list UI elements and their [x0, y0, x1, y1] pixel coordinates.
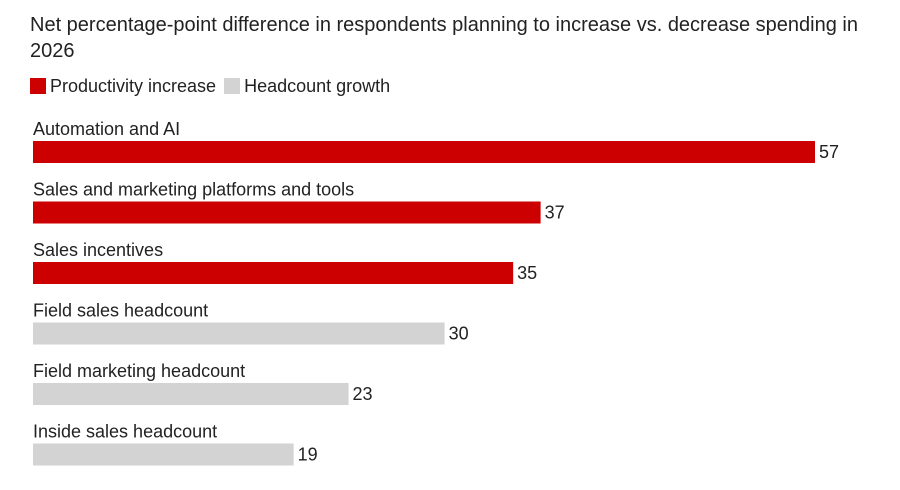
bar: [33, 322, 445, 345]
legend: Productivity increase Headcount growth: [30, 75, 398, 97]
category-label: Automation and AI: [33, 119, 180, 139]
bar: [33, 443, 294, 466]
legend-item-headcount: Headcount growth: [224, 75, 390, 97]
legend-item-productivity: Productivity increase: [30, 75, 216, 97]
category-label: Field sales headcount: [33, 301, 208, 321]
category-label: Sales and marketing platforms and tools: [33, 180, 354, 200]
category-label: Inside sales headcount: [33, 422, 217, 442]
value-label: 35: [517, 263, 537, 283]
legend-swatch-headcount: [224, 78, 241, 94]
value-label: 23: [353, 384, 373, 404]
value-label: 57: [819, 142, 839, 162]
category-label: Field marketing headcount: [33, 361, 245, 381]
bar: [33, 383, 349, 405]
legend-label-headcount: Headcount growth: [244, 76, 391, 96]
value-label: 37: [545, 203, 565, 223]
legend-label-productivity: Productivity increase: [50, 76, 217, 96]
bar: [33, 262, 514, 284]
legend-swatch-productivity: [30, 78, 46, 94]
category-label: Sales incentives: [33, 240, 163, 260]
chart-title: Net percentage-point difference in respo…: [30, 14, 858, 62]
bar: [33, 141, 815, 163]
value-label: 19: [298, 445, 318, 465]
value-label: 30: [449, 324, 469, 344]
bar: [33, 201, 541, 224]
